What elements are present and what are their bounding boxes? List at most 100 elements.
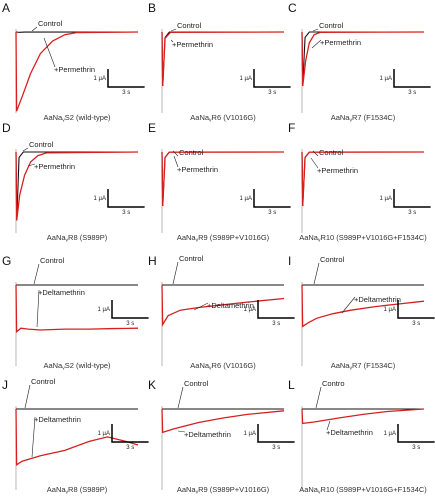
scale-bar [107, 69, 145, 88]
control-label: Control [319, 148, 344, 157]
scale-bar [107, 189, 145, 208]
scale-label-current: 1 µA [380, 196, 392, 202]
panel-letter: G [2, 254, 11, 268]
drug-label: +Permethrin [172, 40, 213, 49]
drug-label: +Permethrin [177, 165, 218, 174]
control-label: Control [179, 254, 204, 263]
scale-label-time: 3 s [408, 90, 416, 96]
scale-bar [253, 189, 291, 208]
drug-label: +Deltamethrin [354, 295, 401, 304]
drug-label: +Permethrin [54, 65, 95, 74]
scale-label-current: 1 µA [380, 76, 392, 82]
panel-letter: B [148, 1, 156, 15]
control-label: Control [320, 255, 345, 264]
scale-bar [257, 424, 295, 443]
drug-trace [15, 408, 139, 466]
drug-label: +Deltamethrin [184, 430, 231, 439]
drug-trace [301, 284, 425, 328]
drug-trace [301, 408, 425, 425]
control-label: Control [319, 21, 344, 30]
control-pointer [172, 261, 179, 285]
drug-trace [15, 31, 139, 112]
scale-bar [253, 69, 291, 88]
panel-caption: AaNavR6 (V1016G) [190, 113, 256, 124]
control-label: Contro [322, 379, 345, 388]
scale-bar [393, 189, 431, 208]
scale-label-current: 1 µA [244, 307, 256, 313]
control-trace [161, 151, 284, 207]
control-label: Control [179, 148, 204, 157]
control-pointer [31, 26, 38, 32]
panel-e: E Control +Permethrin 1 µA 3 s AaNavR9 (S989P… [148, 121, 291, 244]
panel-letter: A [2, 1, 10, 15]
panel-g: G Control +Deltamethrin 1 µA 3 s AaNavS2 (wil… [2, 254, 149, 372]
scale-label-current: 1 µA [244, 431, 256, 437]
panel-letter: C [288, 1, 297, 15]
scale-label-current: 1 µA [98, 431, 110, 437]
scale-label-time: 3 s [268, 90, 276, 96]
drug-trace [301, 151, 425, 207]
panel-letter: L [288, 378, 295, 392]
drug-pointer [193, 302, 209, 311]
drug-pointer [311, 39, 322, 49]
panel-j: J Control +Deltamethrin 1 µA 3 s AaNavR8 (S98… [2, 377, 149, 496]
scale-bar [111, 300, 149, 319]
drug-pointer [27, 163, 36, 167]
panel-letter: I [288, 254, 291, 268]
control-pointer [315, 386, 322, 409]
panel-caption: AaNavR10 (S989P+V1016G+F1534C) [299, 485, 427, 496]
control-pointer [313, 262, 320, 285]
panel-a: A Control +Permethrin 1 µA 3 s AaNavS2 (wild-… [2, 1, 145, 124]
drug-pointer [36, 289, 40, 328]
drug-trace [161, 31, 285, 87]
panel-caption: AaNavR7 (F1534C) [331, 361, 396, 372]
scale-label-current: 1 µA [384, 307, 396, 313]
control-pointer [177, 386, 184, 409]
drug-trace [301, 31, 425, 87]
panel-letter: J [2, 378, 8, 392]
panel-caption: AaNavR8 (S989P) [47, 233, 108, 244]
drug-pointer [173, 155, 179, 168]
control-pointer [170, 28, 177, 32]
panel-letter: F [288, 121, 295, 135]
panel-letter: K [148, 378, 156, 392]
drug-trace [161, 151, 285, 207]
drug-pointer [177, 430, 186, 433]
scale-label-current: 1 µA [384, 431, 396, 437]
control-pointer [33, 263, 40, 285]
scale-bar [111, 424, 149, 443]
scale-label-time: 3 s [126, 321, 134, 327]
scale-label-time: 3 s [126, 445, 134, 451]
drug-trace [15, 284, 139, 334]
panel-f: F Control +Permethrin 1 µA 3 s AaNavR10 (S989… [288, 121, 431, 244]
scale-label-time: 3 s [272, 321, 280, 327]
drug-trace [161, 284, 285, 327]
control-label: Control [31, 377, 56, 386]
control-trace [301, 151, 424, 207]
scale-label-time: 3 s [412, 321, 420, 327]
scale-label-time: 3 s [122, 90, 130, 96]
drug-label: +Permethrin [34, 162, 75, 171]
scale-bar [393, 69, 431, 88]
control-label: Control [177, 21, 202, 30]
drug-label: +Deltamethrin [38, 288, 85, 297]
scale-label-current: 1 µA [94, 196, 106, 202]
panel-caption: AaNavR8 (S989P) [47, 485, 108, 496]
drug-trace [15, 151, 139, 221]
panel-caption: AaNavR9 (S989P+V1016G) [177, 233, 270, 244]
drug-pointer [43, 37, 56, 68]
panel-k: K Control +Deltamethrin 1 µA 3 s AaNavR9 (S98… [148, 378, 295, 496]
drug-pointer [310, 157, 319, 169]
drug-pointer [326, 420, 331, 431]
scale-bar [397, 424, 435, 443]
drug-pointer [31, 416, 36, 458]
control-pointer [22, 147, 29, 152]
control-pointer [172, 150, 179, 157]
scale-label-time: 3 s [408, 210, 416, 216]
drug-label: +Deltamethrin [207, 301, 254, 310]
panel-b: B Control +Permethrin 1 µA 3 s AaNavR6 (V1016… [148, 1, 291, 124]
panel-letter: H [148, 254, 157, 268]
drug-pointer [170, 39, 174, 43]
scale-label-current: 1 µA [94, 76, 106, 82]
